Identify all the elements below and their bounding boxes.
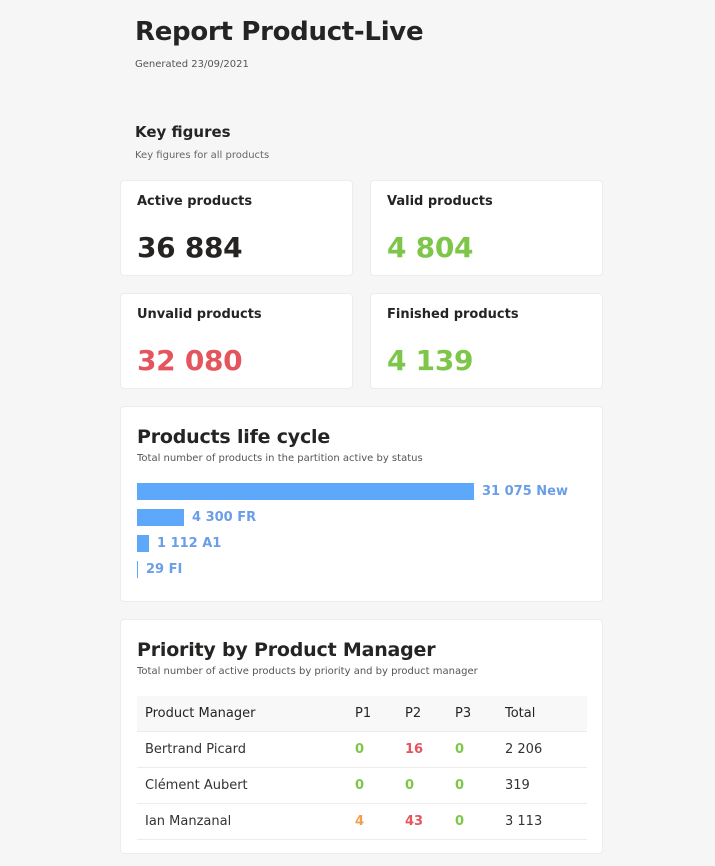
column-header-product-manager[interactable]: Product Manager <box>137 696 347 732</box>
generated-date: Generated 23/09/2021 <box>135 59 249 70</box>
kpi-value: 4 804 <box>387 231 474 264</box>
column-header-p2[interactable]: P2 <box>397 696 447 732</box>
kpi-card-finished-products: Finished products 4 139 <box>370 293 603 389</box>
kpi-label: Valid products <box>387 194 493 209</box>
life-cycle-panel: Products life cycle Total number of prod… <box>120 406 603 602</box>
table-header-row: Product Manager P1 P2 P3 Total <box>137 696 587 732</box>
priority-panel: Priority by Product Manager Total number… <box>120 619 603 854</box>
kpi-label: Finished products <box>387 307 519 322</box>
cell-manager-name: Bertrand Picard <box>137 731 347 768</box>
kpi-label: Unvalid products <box>137 307 262 322</box>
table-row: Ian Manzanal 4 43 0 3 113 <box>137 803 587 840</box>
report-title: Report Product-Live <box>135 17 424 47</box>
priority-subtitle: Total number of active products by prior… <box>137 666 478 677</box>
bar-label-fi: 29 FI <box>146 561 183 577</box>
cell-p2: 16 <box>397 731 447 768</box>
cell-total: 319 <box>497 767 587 804</box>
bar-row-fi: 29 FI <box>137 560 182 578</box>
cell-p1: 4 <box>347 803 397 840</box>
column-header-p3[interactable]: P3 <box>447 696 497 732</box>
bar-label-new: 31 075 New <box>482 483 568 499</box>
bar-label-a1: 1 112 A1 <box>157 535 222 551</box>
priority-table: Product Manager P1 P2 P3 Total Bertrand … <box>137 696 587 840</box>
kpi-value: 4 139 <box>387 344 474 377</box>
kpi-card-unvalid-products: Unvalid products 32 080 <box>120 293 353 389</box>
bar-row-new: 31 075 New <box>137 482 568 500</box>
cell-p3: 0 <box>447 731 497 768</box>
priority-title: Priority by Product Manager <box>137 639 436 661</box>
kpi-value: 32 080 <box>137 344 243 377</box>
cell-p1: 0 <box>347 767 397 804</box>
cell-p3: 0 <box>447 803 497 840</box>
kpi-card-valid-products: Valid products 4 804 <box>370 180 603 276</box>
key-figures-title: Key figures <box>135 123 231 141</box>
table-row: Clément Aubert 0 0 0 319 <box>137 767 587 804</box>
cell-p2: 43 <box>397 803 447 840</box>
key-figures-subtitle: Key figures for all products <box>135 150 270 161</box>
column-header-p1[interactable]: P1 <box>347 696 397 732</box>
kpi-card-active-products: Active products 36 884 <box>120 180 353 276</box>
cell-p2: 0 <box>397 767 447 804</box>
bar-a1[interactable] <box>137 534 149 552</box>
bar-new[interactable] <box>137 482 474 500</box>
kpi-value: 36 884 <box>137 231 243 264</box>
bar-fr[interactable] <box>137 508 184 526</box>
cell-p1: 0 <box>347 731 397 768</box>
life-cycle-subtitle: Total number of products in the partitio… <box>137 453 423 464</box>
kpi-label: Active products <box>137 194 253 209</box>
bar-row-fr: 4 300 FR <box>137 508 256 526</box>
life-cycle-title: Products life cycle <box>137 426 331 448</box>
cell-manager-name: Clément Aubert <box>137 767 347 804</box>
cell-manager-name: Ian Manzanal <box>137 803 347 840</box>
cell-p3: 0 <box>447 767 497 804</box>
table-row: Bertrand Picard 0 16 0 2 206 <box>137 731 587 768</box>
cell-total: 3 113 <box>497 803 587 840</box>
cell-total: 2 206 <box>497 731 587 768</box>
column-header-total[interactable]: Total <box>497 696 587 732</box>
bar-fi[interactable] <box>137 560 138 578</box>
bar-label-fr: 4 300 FR <box>192 509 257 525</box>
bar-row-a1: 1 112 A1 <box>137 534 221 552</box>
